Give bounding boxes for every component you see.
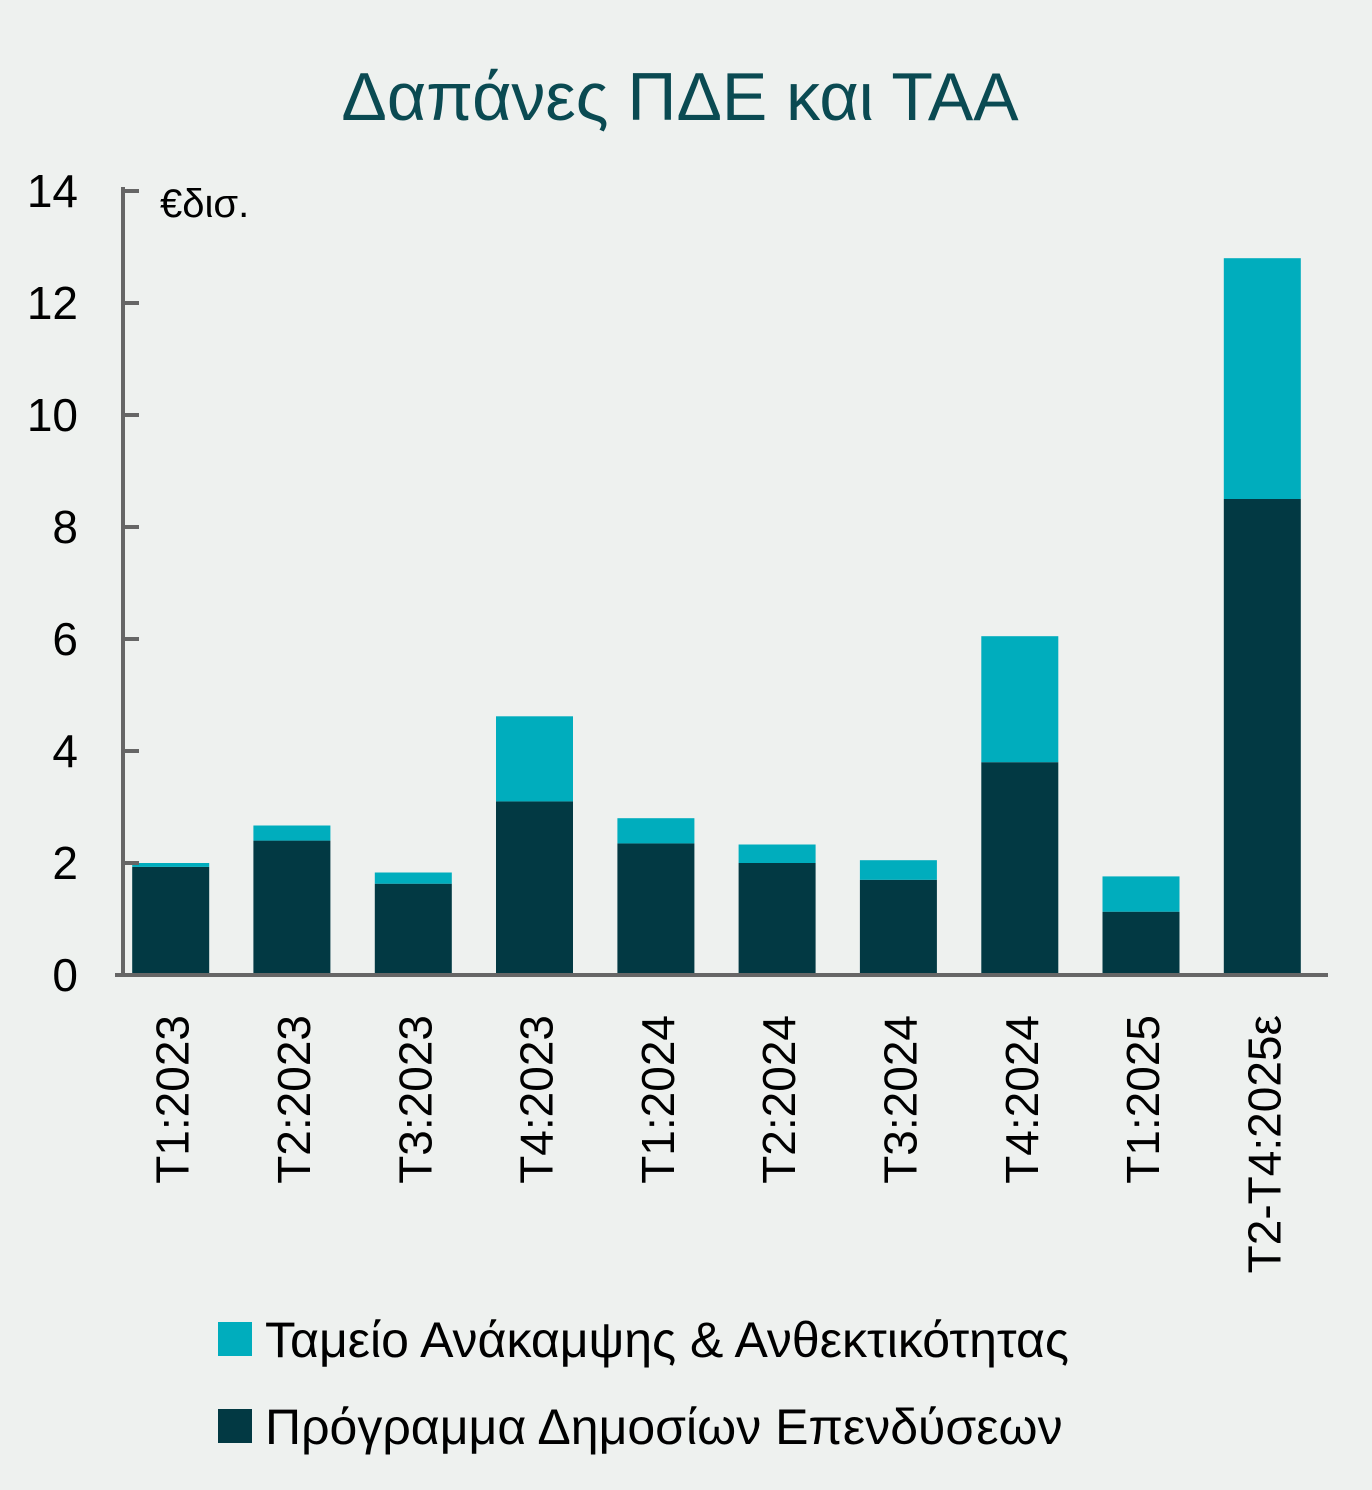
- legend-swatch: [218, 1322, 252, 1356]
- x-categories-group: T1:2023 T2:2023 T3:2023 T4:2023 T1:2024 T2:20…: [147, 1015, 1291, 1273]
- bar-taa-6: [859, 860, 937, 880]
- bar-taa-1: [253, 825, 331, 841]
- bar-taa-2: [374, 872, 452, 884]
- legend-swatch: [218, 1409, 252, 1443]
- bar-taa-0: [132, 863, 210, 867]
- unit-label: €δισ.: [160, 182, 249, 226]
- bar-taa-4: [617, 818, 695, 844]
- y-tick-label: 0: [52, 949, 78, 1001]
- legend-label: Ταμείο Ανάκαμψης & Ανθεκτικότητας: [265, 1312, 1069, 1368]
- bar-taa-8: [1102, 876, 1180, 912]
- bar-pde-7: [981, 762, 1059, 975]
- legend-label: Πρόγραμμα Δημοσίων Επενδύσεων: [265, 1399, 1063, 1455]
- x-category-label: T1:2025: [1117, 1015, 1169, 1184]
- y-tick-label: 6: [52, 613, 78, 665]
- chart-title: Δαπάνες ΠΔΕ και ΤΑΑ: [341, 59, 1019, 135]
- y-tick-label: 12: [27, 277, 78, 329]
- bar-pde-9: [1223, 499, 1301, 975]
- bar-pde-5: [738, 863, 816, 975]
- bar-taa-7: [981, 636, 1059, 763]
- bar-taa-5: [738, 844, 816, 863]
- bar-pde-6: [859, 879, 937, 975]
- bar-taa-9: [1223, 258, 1301, 499]
- y-tick-label: 8: [52, 501, 78, 553]
- bar-taa-3: [496, 716, 573, 802]
- x-category-label: T3:2024: [874, 1015, 926, 1184]
- y-tick-label: 4: [52, 725, 78, 777]
- x-category-label: T2-T4:2025ε: [1238, 1015, 1290, 1273]
- y-tick-label: 14: [27, 165, 78, 217]
- bars-group: [132, 258, 1301, 975]
- y-tick-label: 2: [52, 837, 78, 889]
- legend: Ταμείο Ανάκαμψης & Ανθεκτικότητας Πρόγραμ…: [218, 1312, 1069, 1455]
- x-category-label: T1:2023: [147, 1015, 199, 1184]
- y-ticks-group: 0 2 4 6 8 10 12 14: [27, 165, 139, 1001]
- bar-pde-1: [253, 840, 331, 975]
- x-category-label: T4:2024: [996, 1015, 1048, 1184]
- bar-pde-4: [617, 843, 695, 975]
- bar-pde-0: [132, 866, 210, 975]
- x-category-label: T1:2024: [632, 1015, 684, 1184]
- x-category-label: T2:2024: [753, 1015, 805, 1184]
- x-category-label: T4:2023: [511, 1015, 563, 1184]
- bar-pde-3: [496, 801, 573, 975]
- bar-pde-8: [1102, 911, 1180, 975]
- bar-pde-2: [374, 883, 452, 975]
- x-category-label: T3:2023: [389, 1015, 441, 1184]
- axes-group: [115, 187, 1328, 977]
- x-category-label: T2:2023: [268, 1015, 320, 1184]
- y-tick-label: 10: [27, 389, 78, 441]
